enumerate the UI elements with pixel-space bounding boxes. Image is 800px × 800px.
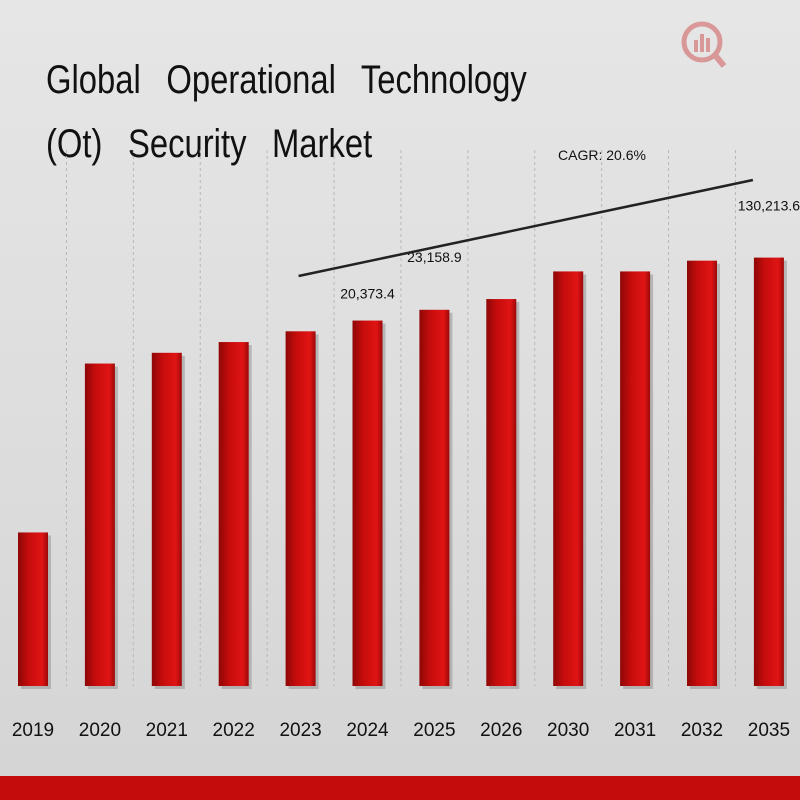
cagr-trend-line (298, 178, 754, 278)
bottom-accent-bar (0, 776, 800, 800)
x-tick-label: 2022 (213, 720, 255, 741)
x-tick-label: 2026 (480, 720, 522, 741)
gridlines (65, 150, 736, 686)
category-labels: 2019 2020 2021 2022 2023 2024 2025 2026 2030 2031… (12, 720, 790, 741)
x-tick-label: 2021 (146, 720, 188, 741)
bar-2026 (486, 299, 517, 686)
x-tick-label: 2020 (79, 720, 121, 741)
data-label: 130,213.6 (738, 198, 800, 214)
bar-2035 (753, 257, 784, 686)
cagr-annotation: CAGR: 20.6% (558, 147, 646, 163)
bar-2023 (285, 331, 316, 686)
bar-2025 (419, 309, 450, 686)
bar-2022 (218, 342, 249, 686)
bars (18, 257, 787, 689)
x-tick-label: 2025 (413, 720, 455, 741)
bar-2019 (18, 532, 48, 686)
x-tick-label: 2035 (748, 720, 790, 741)
data-label: 23,158.9 (407, 249, 462, 265)
bar-2032 (687, 260, 717, 686)
x-tick-label: 2023 (279, 720, 321, 741)
bar-2031 (620, 271, 651, 686)
bar-2021 (151, 352, 182, 686)
chart-magnifier-icon (676, 16, 728, 88)
x-tick-label: 2019 (12, 720, 54, 741)
chart-title: Global Operational Technology (Ot) Secur… (46, 58, 527, 166)
x-tick-label: 2024 (346, 720, 389, 741)
bar-2020 (84, 363, 115, 686)
x-tick-label: 2032 (681, 720, 723, 741)
data-label: 20,373.4 (340, 286, 395, 302)
bar-2030 (553, 271, 584, 686)
data-labels: 20,373.4 23,158.9 130,213.6 (340, 198, 800, 302)
x-tick-label: 2030 (547, 720, 589, 741)
x-tick-label: 2031 (614, 720, 656, 741)
bar-2024 (352, 320, 383, 686)
